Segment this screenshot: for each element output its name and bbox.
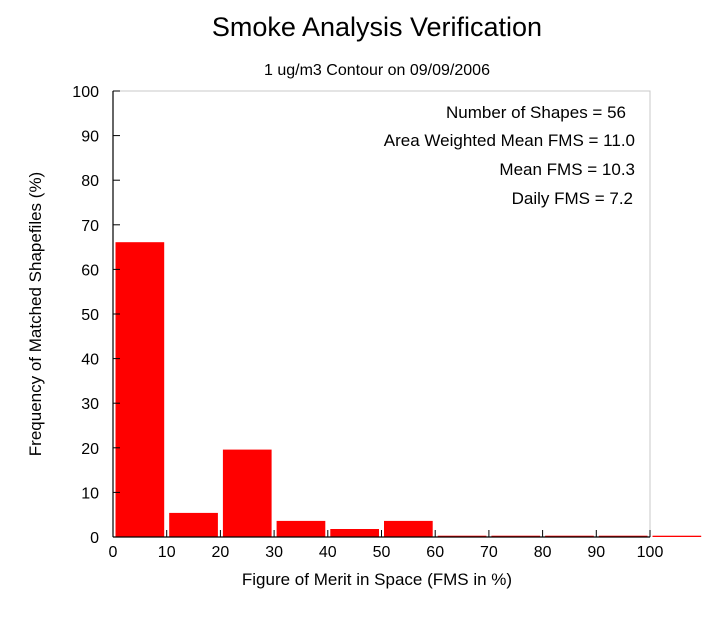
y-tick-label: 90 xyxy=(81,129,99,146)
y-tick-label: 100 xyxy=(72,84,99,101)
histogram-bar xyxy=(222,449,272,537)
stats-annotations: Number of Shapes = 56 Area Weighted Mean… xyxy=(384,103,635,208)
x-tick-label: 40 xyxy=(319,544,337,561)
y-tick-label: 60 xyxy=(81,262,99,279)
x-tick-label: 50 xyxy=(373,544,391,561)
histogram-bar xyxy=(276,520,326,537)
y-tick-label: 20 xyxy=(81,441,99,458)
x-tick-label: 30 xyxy=(265,544,283,561)
histogram-bar xyxy=(545,535,594,537)
plot-frame xyxy=(112,90,651,538)
y-tick-label: 50 xyxy=(81,307,99,324)
x-tick-label: 100 xyxy=(637,544,664,561)
x-tick-label: 70 xyxy=(480,544,498,561)
histogram-bar xyxy=(652,535,702,537)
annotation-mean-fms: Mean FMS = 10.3 xyxy=(499,160,635,179)
bars-group xyxy=(115,242,702,537)
x-tick-label: 80 xyxy=(534,544,552,561)
ticks-group: 0 10 20 30 40 50 60 70 80 90 100 0 10 20 30 40 50 60 70 80 9… xyxy=(72,84,663,561)
histogram-bar xyxy=(437,535,487,537)
x-tick-label: 90 xyxy=(587,544,605,561)
annotation-number-of-shapes: Number of Shapes = 56 xyxy=(446,103,626,122)
y-tick-label: 10 xyxy=(81,485,99,502)
y-tick-label: 40 xyxy=(81,352,99,369)
x-tick-label: 10 xyxy=(158,544,176,561)
y-tick-label: 80 xyxy=(81,173,99,190)
y-tick-label: 30 xyxy=(81,396,99,413)
x-tick-label: 20 xyxy=(212,544,230,561)
histogram-bar xyxy=(169,512,218,537)
annotation-daily-fms: Daily FMS = 7.2 xyxy=(512,189,633,208)
histogram-bar xyxy=(384,520,433,537)
histogram-bar xyxy=(598,535,648,537)
annotation-area-weighted-mean-fms: Area Weighted Mean FMS = 11.0 xyxy=(384,131,635,150)
x-axis-label: Figure of Merit in Space (FMS in %) xyxy=(242,570,512,589)
y-tick-label: 0 xyxy=(90,530,99,547)
y-axis-label: Frequency of Matched Shapefiles (%) xyxy=(26,172,45,456)
histogram-bar xyxy=(115,242,165,537)
y-tick-label: 70 xyxy=(81,218,99,235)
x-tick-label: 60 xyxy=(426,544,444,561)
chart-title: Smoke Analysis Verification xyxy=(212,12,542,42)
x-tick-label: 0 xyxy=(109,544,118,561)
histogram-bar xyxy=(491,535,541,537)
chart-subtitle: 1 ug/m3 Contour on 09/09/2006 xyxy=(264,62,490,79)
histogram-bar xyxy=(330,529,379,537)
